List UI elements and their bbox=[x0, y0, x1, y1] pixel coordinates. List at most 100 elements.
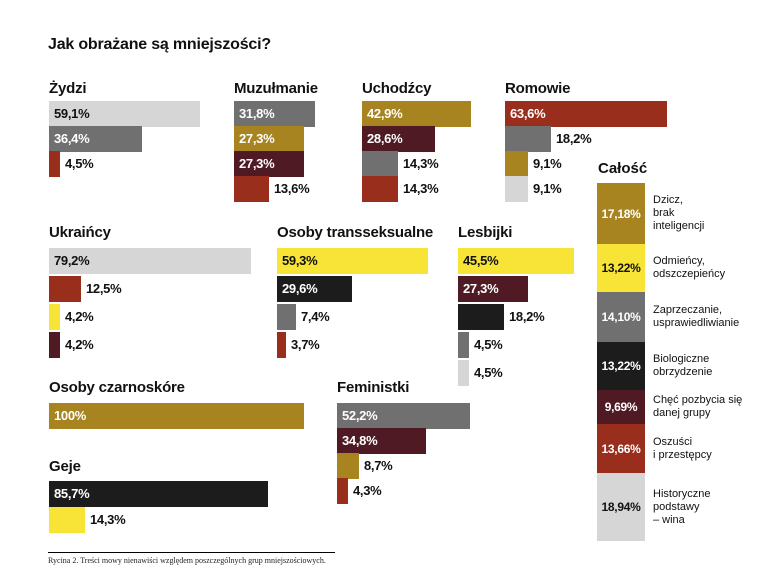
lesbijki-bar-5 bbox=[458, 360, 469, 386]
feministki-value-label-3: 8,7% bbox=[364, 458, 393, 473]
feministki-bar-3 bbox=[337, 453, 359, 479]
lesbijki-value-label-3: 18,2% bbox=[509, 309, 545, 324]
feministki-bar-4 bbox=[337, 478, 348, 504]
total-segment-desc-3: Zaprzeczanie, usprawiedliwianie bbox=[653, 304, 740, 330]
zydzi-bar-3 bbox=[49, 151, 60, 177]
total-segment-3 bbox=[597, 291, 645, 343]
osoby-transseksualne-title: Osoby transseksualne bbox=[277, 224, 434, 241]
total-segment-desc-6: Oszuści i przestępcy bbox=[653, 435, 712, 461]
total-segment-value-3: 14,10% bbox=[601, 310, 641, 325]
geje-value-label-2: 14,3% bbox=[90, 512, 126, 527]
osoby-czarnoskore-bar-1 bbox=[49, 403, 304, 429]
uchodzcy-title: Uchodźcy bbox=[362, 80, 432, 97]
geje-value-label-1: 85,7% bbox=[54, 486, 90, 501]
ukraincy-bar-4 bbox=[49, 332, 60, 358]
muzulmanie-bar-3 bbox=[234, 151, 304, 177]
total-segment-desc-7: Historyczne podstawy – wina bbox=[653, 487, 711, 526]
osoby-transseksualne-value-label-1: 59,3% bbox=[282, 253, 318, 268]
total-segment-value-5: 9,69% bbox=[604, 399, 638, 414]
total-segment-value-2: 13,22% bbox=[601, 261, 641, 276]
total-segment-2 bbox=[597, 244, 645, 292]
ukraincy-bar-2 bbox=[49, 276, 81, 302]
osoby-czarnoskore-title: Osoby czarnoskóre bbox=[49, 379, 185, 396]
total-segment-value-1: 17,18% bbox=[601, 206, 641, 221]
romowie-bar-2 bbox=[505, 126, 551, 152]
zydzi-value-label-3: 4,5% bbox=[65, 156, 94, 171]
osoby-transseksualne-bar-2 bbox=[277, 276, 352, 302]
lesbijki-bar-4 bbox=[458, 332, 469, 358]
uchodzcy-value-label-1: 42,9% bbox=[367, 106, 403, 121]
geje-title: Geje bbox=[49, 458, 81, 475]
ukraincy-value-label-1: 79,2% bbox=[54, 253, 90, 268]
zydzi-bar-1 bbox=[49, 101, 200, 127]
total-segment-7 bbox=[597, 473, 645, 541]
total-segment-4 bbox=[597, 342, 645, 390]
romowie-value-label-1: 63,6% bbox=[510, 106, 546, 121]
romowie-bar-3 bbox=[505, 151, 528, 177]
zydzi-title: Żydzi bbox=[49, 80, 87, 97]
feministki-title: Feministki bbox=[337, 379, 410, 396]
lesbijki-bar-2 bbox=[458, 276, 528, 302]
total-segment-1 bbox=[597, 183, 645, 245]
lesbijki-value-label-5: 4,5% bbox=[474, 365, 503, 380]
osoby-transseksualne-bar-3 bbox=[277, 304, 296, 330]
ukraincy-bar-1 bbox=[49, 248, 251, 274]
feministki-value-label-4: 4,3% bbox=[353, 483, 382, 498]
muzulmanie-value-label-3: 27,3% bbox=[239, 156, 275, 171]
uchodzcy-bar-2 bbox=[362, 126, 435, 152]
feministki-bar-2 bbox=[337, 428, 426, 454]
ukraincy-bar-3 bbox=[49, 304, 60, 330]
feministki-bar-1 bbox=[337, 403, 470, 429]
lesbijki-title: Lesbijki bbox=[458, 224, 513, 241]
uchodzcy-bar-4 bbox=[362, 176, 398, 202]
osoby-transseksualne-value-label-4: 3,7% bbox=[291, 337, 320, 352]
total-segment-value-7: 18,94% bbox=[601, 500, 641, 515]
romowie-title: Romowie bbox=[505, 80, 571, 97]
geje-bar-1 bbox=[49, 481, 268, 507]
total-segment-desc-1: Dzicz, brak inteligencji bbox=[653, 194, 705, 233]
lesbijki-bar-1 bbox=[458, 248, 574, 274]
zydzi-value-label-1: 59,1% bbox=[54, 106, 90, 121]
osoby-transseksualne-bar-1 bbox=[277, 248, 428, 274]
total-segment-5 bbox=[597, 389, 645, 425]
ukraincy-value-label-3: 4,2% bbox=[65, 309, 94, 324]
caption-divider bbox=[48, 552, 335, 553]
total-segment-desc-5: Chęć pozbycia się danej grupy bbox=[653, 393, 743, 419]
muzulmanie-bar-1 bbox=[234, 101, 315, 127]
total-segment-value-6: 13,66% bbox=[601, 441, 641, 456]
ukraincy-value-label-4: 4,2% bbox=[65, 337, 94, 352]
total-segment-desc-2: Odmieńcy, odszczepieńcy bbox=[653, 255, 726, 281]
muzulmanie-bar-4 bbox=[234, 176, 269, 202]
total-segment-6 bbox=[597, 424, 645, 474]
muzulmanie-value-label-2: 27,3% bbox=[239, 131, 275, 146]
muzulmanie-bar-2 bbox=[234, 126, 304, 152]
zydzi-bar-2 bbox=[49, 126, 142, 152]
osoby-transseksualne-value-label-2: 29,6% bbox=[282, 281, 318, 296]
ukraincy-title: Ukraińcy bbox=[49, 224, 111, 241]
total-segment-value-4: 13,22% bbox=[601, 358, 641, 373]
lesbijki-value-label-4: 4,5% bbox=[474, 337, 503, 352]
muzulmanie-value-label-1: 31,8% bbox=[239, 106, 275, 121]
romowie-value-label-3: 9,1% bbox=[533, 156, 562, 171]
romowie-bar-1 bbox=[505, 101, 667, 127]
uchodzcy-value-label-2: 28,6% bbox=[367, 131, 403, 146]
romowie-value-label-4: 9,1% bbox=[533, 181, 562, 196]
romowie-value-label-2: 18,2% bbox=[556, 131, 592, 146]
zydzi-value-label-2: 36,4% bbox=[54, 131, 90, 146]
romowie-bar-4 bbox=[505, 176, 528, 202]
osoby-transseksualne-bar-4 bbox=[277, 332, 286, 358]
uchodzcy-value-label-3: 14,3% bbox=[403, 156, 439, 171]
total-segment-desc-4: Biologiczne obrzydzenie bbox=[653, 352, 713, 378]
uchodzcy-bar-3 bbox=[362, 151, 398, 177]
total-title: Całość bbox=[598, 160, 648, 177]
osoby-transseksualne-value-label-3: 7,4% bbox=[301, 309, 330, 324]
lesbijki-bar-3 bbox=[458, 304, 504, 330]
uchodzcy-value-label-4: 14,3% bbox=[403, 181, 439, 196]
feministki-value-label-2: 34,8% bbox=[342, 433, 378, 448]
page-title: Jak obrażane są mniejszości? bbox=[48, 36, 271, 53]
feministki-value-label-1: 52,2% bbox=[342, 408, 378, 423]
lesbijki-value-label-1: 45,5% bbox=[463, 253, 499, 268]
lesbijki-value-label-2: 27,3% bbox=[463, 281, 499, 296]
muzulmanie-title: Muzułmanie bbox=[234, 80, 318, 97]
uchodzcy-bar-1 bbox=[362, 101, 471, 127]
